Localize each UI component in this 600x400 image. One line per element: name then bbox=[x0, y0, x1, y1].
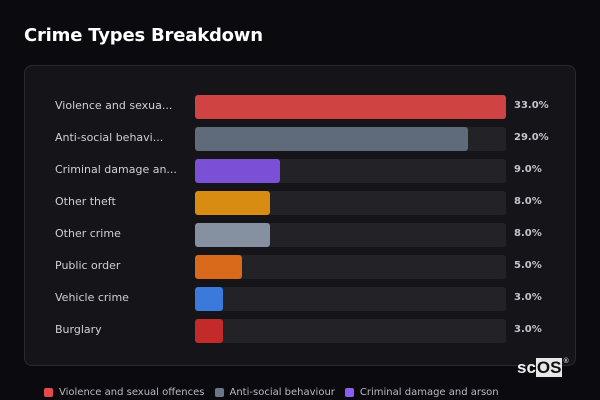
bar-fill bbox=[195, 95, 506, 119]
legend-item: Violence and sexual offences bbox=[44, 387, 205, 398]
bar-value: 5.0% bbox=[514, 260, 542, 271]
registered-mark: ® bbox=[563, 358, 569, 365]
bar-fill bbox=[195, 159, 280, 183]
bar-track bbox=[195, 255, 506, 279]
bar-row: Vehicle crime 3.0% bbox=[25, 287, 575, 311]
bar-fill bbox=[195, 127, 469, 151]
bar-row: Public order 5.0% bbox=[25, 255, 575, 279]
legend-item: Criminal damage and arson bbox=[344, 387, 499, 398]
bar-track bbox=[195, 191, 506, 215]
bar-row: Burglary 3.0% bbox=[25, 319, 575, 343]
bar-fill bbox=[195, 287, 224, 311]
bar-fill bbox=[195, 191, 271, 215]
scos-logo: sc OS ® bbox=[517, 358, 569, 378]
bar-track bbox=[195, 159, 506, 183]
chart-panel: Violence and sexua... 33.0% Anti-social … bbox=[24, 65, 576, 366]
bar-value: 9.0% bbox=[514, 164, 542, 175]
bar-row: Criminal damage an... 9.0% bbox=[25, 159, 575, 183]
bar-label: Violence and sexua... bbox=[55, 99, 173, 112]
bar-value: 3.0% bbox=[514, 324, 542, 335]
logo-text: sc bbox=[517, 358, 536, 377]
bar-fill bbox=[195, 255, 243, 279]
bar-label: Other theft bbox=[55, 195, 116, 208]
bar-fill bbox=[195, 319, 224, 343]
bar-value: 33.0% bbox=[514, 100, 549, 111]
chart-legend: Violence and sexual offences Anti-social… bbox=[44, 387, 499, 398]
bar-label: Burglary bbox=[55, 323, 102, 336]
bar-row: Anti-social behavi... 29.0% bbox=[25, 127, 575, 151]
logo-box-text: OS bbox=[535, 358, 563, 377]
legend-swatch-icon bbox=[214, 388, 224, 397]
bar-track bbox=[195, 127, 506, 151]
bar-value: 29.0% bbox=[514, 132, 549, 143]
bar-label: Criminal damage an... bbox=[55, 163, 177, 176]
bar-label: Vehicle crime bbox=[55, 291, 129, 304]
legend-item: Anti-social behaviour bbox=[214, 387, 335, 398]
bar-label: Other crime bbox=[55, 227, 121, 240]
bar-track bbox=[195, 287, 506, 311]
bar-value: 8.0% bbox=[514, 228, 542, 239]
legend-label: Violence and sexual offences bbox=[59, 387, 205, 398]
bar-row: Violence and sexua... 33.0% bbox=[25, 95, 575, 119]
bar-row: Other theft 8.0% bbox=[25, 191, 575, 215]
bar-label: Anti-social behavi... bbox=[55, 131, 164, 144]
bar-label: Public order bbox=[55, 259, 121, 272]
bar-value: 3.0% bbox=[514, 292, 542, 303]
legend-swatch-icon bbox=[44, 388, 53, 397]
legend-swatch-icon bbox=[344, 388, 354, 397]
bar-value: 8.0% bbox=[514, 196, 542, 207]
bar-track bbox=[195, 223, 506, 247]
bar-track bbox=[195, 95, 506, 119]
bar-fill bbox=[195, 223, 271, 247]
legend-label: Anti-social behaviour bbox=[229, 387, 335, 398]
chart-title: Crime Types Breakdown bbox=[24, 25, 263, 46]
bar-track bbox=[195, 319, 506, 343]
bar-row: Other crime 8.0% bbox=[25, 223, 575, 247]
legend-label: Criminal damage and arson bbox=[359, 387, 499, 398]
